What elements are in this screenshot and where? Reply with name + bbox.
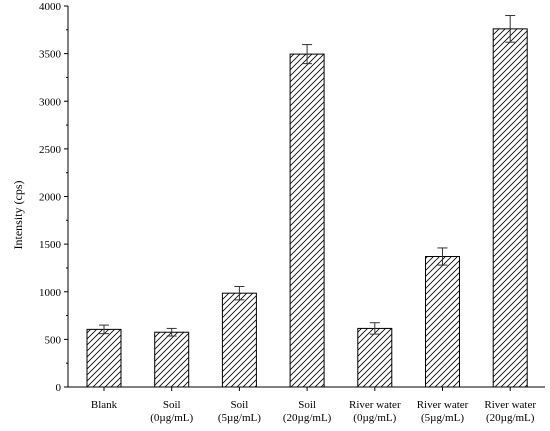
bar	[221, 292, 257, 388]
y-tick-label: 500	[45, 334, 62, 346]
x-tick-label-line: River water	[349, 399, 401, 411]
y-tick-label: 4000	[39, 1, 62, 13]
x-tick-label-line: Soil	[231, 399, 249, 411]
x-tick-label-line: Blank	[91, 399, 118, 411]
bar	[154, 331, 190, 388]
bar	[289, 53, 325, 388]
y-tick-label: 2500	[39, 144, 62, 156]
bar	[357, 327, 393, 388]
x-tick-label-line: (5µg/mL)	[421, 412, 464, 424]
x-tick-label-line: River water	[484, 399, 536, 411]
x-tick-label-line: (0µg/mL)	[353, 412, 396, 424]
axes-group	[64, 5, 545, 391]
labels-group: 0 500 1000 1500 2000 2500 3000 3500 4000 Blank Soi…	[39, 1, 536, 424]
y-tick-label: 0	[56, 382, 62, 394]
bars-group	[86, 28, 528, 388]
x-tick-label: River water (0µg/mL)	[349, 399, 401, 424]
x-tick-label: River water (5µg/mL)	[417, 399, 469, 424]
x-tick-label-line: Soil	[298, 399, 316, 411]
y-tick-label: 1500	[39, 239, 62, 251]
x-tick-label-line: (5µg/mL)	[218, 412, 261, 424]
x-tick-label-line: (20µg/mL)	[486, 412, 535, 424]
x-tick-label-line: River water	[417, 399, 469, 411]
bar	[492, 28, 528, 388]
y-tick-label: 1000	[39, 287, 62, 299]
y-axis-title: Intensity (cps)	[11, 181, 25, 250]
x-tick-label: Soil (20µg/mL)	[283, 399, 332, 424]
bar	[425, 256, 460, 388]
x-tick-label: Soil (0µg/mL)	[150, 399, 193, 424]
bar	[86, 328, 122, 388]
y-tick-label: 3000	[39, 96, 62, 108]
y-tick-label: 2000	[39, 192, 62, 204]
error-bars-group	[99, 15, 516, 337]
x-tick-label: River water (20µg/mL)	[484, 399, 536, 424]
x-tick-label-line: Soil	[163, 399, 181, 411]
x-tick-label-line: (20µg/mL)	[283, 412, 332, 424]
y-tick-label: 3500	[39, 49, 62, 61]
x-tick-label: Blank	[91, 399, 118, 411]
x-tick-label: Soil (5µg/mL)	[218, 399, 261, 424]
x-tick-label-line: (0µg/mL)	[150, 412, 193, 424]
